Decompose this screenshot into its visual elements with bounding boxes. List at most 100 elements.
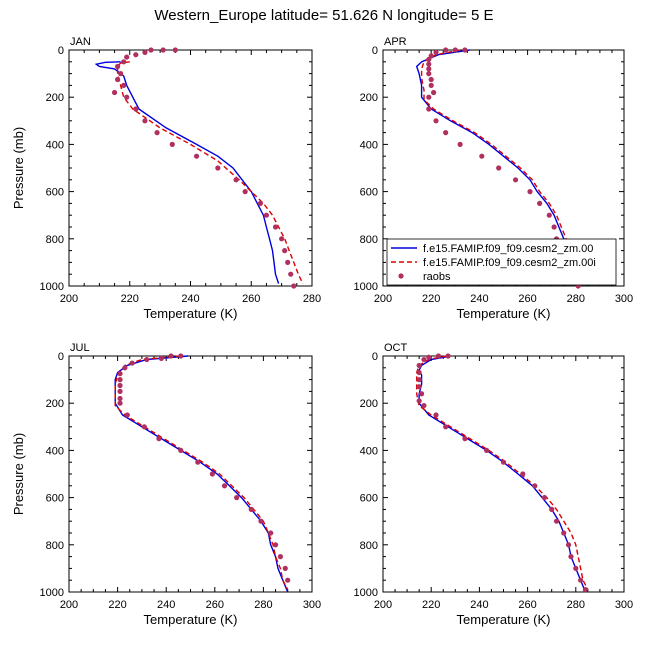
y-tick-label: 800 <box>360 234 378 246</box>
raobs-point <box>416 369 422 376</box>
y-tick-label: 800 <box>46 234 64 246</box>
raobs-point <box>479 153 485 159</box>
raobs-point <box>527 189 533 195</box>
raobs-point <box>144 356 150 363</box>
y-tick-label: 600 <box>46 493 64 505</box>
raobs-point <box>416 377 422 383</box>
series-line-00i <box>420 49 582 287</box>
raobs-point <box>443 130 449 136</box>
raobs-point <box>500 459 507 465</box>
raobs-point <box>115 76 121 83</box>
legend-box <box>386 238 617 286</box>
plot-frame-jan <box>68 49 313 287</box>
raobs-point <box>242 189 248 195</box>
raobs-point <box>279 236 285 242</box>
raobs-point <box>418 391 425 397</box>
raobs-point <box>426 94 432 100</box>
raobs-point <box>124 54 130 60</box>
x-tick-label: 280 <box>303 293 321 305</box>
raobs-point <box>416 362 422 369</box>
raobs-point <box>142 49 148 55</box>
raobs-point <box>426 106 432 112</box>
y-tick-label: 600 <box>360 187 378 199</box>
panel-label-oct: OCT <box>384 342 408 354</box>
y-tick-label: 400 <box>360 139 378 151</box>
raobs-point <box>431 89 437 96</box>
raobs-point <box>452 47 458 53</box>
raobs-point <box>568 554 574 560</box>
raobs-point <box>565 542 572 548</box>
raobs-point <box>122 365 128 371</box>
raobs-point <box>129 360 135 366</box>
raobs-point <box>178 353 184 359</box>
y-axis-label: Pressure (mb) <box>11 127 26 209</box>
x-tick-label: 260 <box>242 293 260 305</box>
raobs-point <box>158 355 164 361</box>
x-tick-label: 280 <box>254 599 272 611</box>
raobs-point <box>520 471 526 477</box>
y-tick-label: 1000 <box>354 587 378 599</box>
raobs-point <box>282 565 288 572</box>
series-line-00 <box>418 355 587 593</box>
x-tick-label: 260 <box>518 293 536 305</box>
chart-title: Western_Europe latitude= 51.626 N longit… <box>154 7 494 24</box>
raobs-point <box>553 518 560 524</box>
legend-marker <box>398 273 404 279</box>
x-tick-label: 300 <box>303 599 321 611</box>
x-tick-label: 300 <box>615 599 633 611</box>
raobs-point <box>141 424 147 430</box>
raobs-point <box>148 47 154 53</box>
y-tick-label: 0 <box>58 351 64 363</box>
raobs-point <box>443 47 449 53</box>
panel-label-jul: JUL <box>70 342 90 354</box>
raobs-point <box>258 518 264 524</box>
raobs-point <box>435 353 442 359</box>
x-tick-label: 220 <box>108 599 126 611</box>
x-tick-label: 260 <box>206 599 224 611</box>
x-tick-label: 200 <box>374 599 392 611</box>
x-axis-label: Temperature (K) <box>144 306 238 321</box>
raobs-point <box>462 47 468 53</box>
raobs-point <box>549 506 555 512</box>
raobs-point <box>582 587 589 593</box>
raobs-point <box>117 382 123 389</box>
x-tick-label: 200 <box>374 293 392 305</box>
panel-label-apr: APR <box>384 36 407 48</box>
raobs-point <box>457 141 463 147</box>
raobs-point <box>272 542 279 548</box>
raobs-point <box>285 577 291 583</box>
raobs-point <box>426 56 432 63</box>
raobs-point <box>462 436 468 442</box>
raobs-point <box>416 384 422 390</box>
x-tick-label: 200 <box>60 293 78 305</box>
raobs-point <box>551 224 557 230</box>
raobs-point <box>291 283 297 289</box>
raobs-point <box>115 63 121 70</box>
raobs-point <box>496 165 502 171</box>
x-axis-label: Temperature (K) <box>457 612 551 627</box>
y-tick-label: 0 <box>58 45 64 57</box>
raobs-point <box>433 49 439 55</box>
raobs-point <box>428 82 434 88</box>
raobs-point <box>156 436 162 442</box>
raobs-point <box>426 66 432 72</box>
raobs-point <box>416 398 422 404</box>
raobs-point <box>215 165 221 171</box>
raobs-point <box>443 424 449 430</box>
y-tick-label: 800 <box>360 540 378 552</box>
y-tick-label: 1000 <box>40 281 64 293</box>
raobs-point <box>209 471 215 477</box>
x-tick-label: 260 <box>518 599 536 611</box>
raobs-point <box>537 200 543 206</box>
x-tick-label: 220 <box>422 599 440 611</box>
raobs-point <box>117 395 123 402</box>
y-tick-label: 600 <box>46 187 64 199</box>
legend-label: f.e15.FAMIP.f09_f09.cesm2_zm.00i <box>423 257 596 269</box>
raobs-point <box>124 94 130 100</box>
raobs-point <box>121 59 127 65</box>
series-line-00 <box>114 355 289 593</box>
x-tick-label: 240 <box>470 293 488 305</box>
raobs-point <box>285 259 291 265</box>
y-tick-label: 200 <box>360 92 378 104</box>
